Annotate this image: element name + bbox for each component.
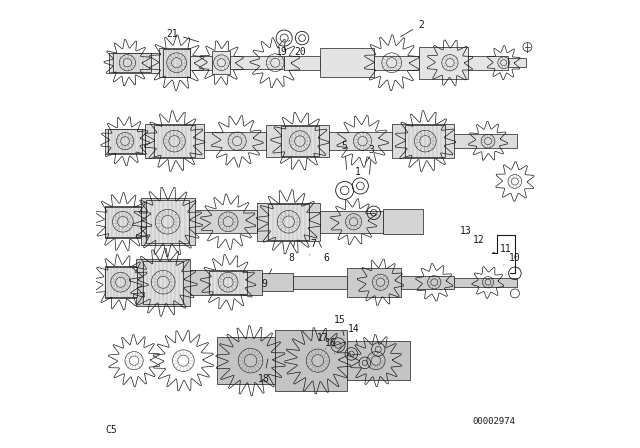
FancyBboxPatch shape <box>104 267 137 297</box>
FancyBboxPatch shape <box>217 337 275 384</box>
FancyBboxPatch shape <box>405 125 445 157</box>
FancyBboxPatch shape <box>329 132 392 150</box>
FancyBboxPatch shape <box>136 259 190 306</box>
Text: C5: C5 <box>105 425 116 435</box>
FancyBboxPatch shape <box>383 209 423 234</box>
Text: 5: 5 <box>342 141 348 170</box>
FancyBboxPatch shape <box>275 330 347 391</box>
FancyBboxPatch shape <box>159 48 190 77</box>
FancyBboxPatch shape <box>347 268 401 297</box>
FancyBboxPatch shape <box>284 56 320 70</box>
FancyBboxPatch shape <box>105 266 136 298</box>
FancyBboxPatch shape <box>145 124 204 158</box>
FancyBboxPatch shape <box>269 204 308 240</box>
FancyBboxPatch shape <box>320 48 374 77</box>
FancyBboxPatch shape <box>262 273 293 291</box>
Text: 3: 3 <box>369 145 374 174</box>
FancyBboxPatch shape <box>257 203 320 241</box>
FancyBboxPatch shape <box>230 56 284 69</box>
Text: 7: 7 <box>310 239 316 255</box>
FancyBboxPatch shape <box>147 200 189 243</box>
FancyBboxPatch shape <box>401 276 454 289</box>
Text: 1: 1 <box>355 157 370 177</box>
FancyBboxPatch shape <box>419 47 468 79</box>
FancyBboxPatch shape <box>109 53 159 73</box>
Text: 19: 19 <box>276 40 289 56</box>
FancyBboxPatch shape <box>190 56 212 70</box>
Text: 11: 11 <box>493 244 512 254</box>
FancyBboxPatch shape <box>204 132 266 150</box>
Text: 13: 13 <box>460 226 472 236</box>
FancyBboxPatch shape <box>454 278 517 287</box>
Text: 6: 6 <box>319 242 330 263</box>
Text: 2: 2 <box>401 20 424 37</box>
FancyBboxPatch shape <box>105 129 145 154</box>
FancyBboxPatch shape <box>141 198 195 245</box>
Text: 00002974: 00002974 <box>472 417 515 426</box>
FancyBboxPatch shape <box>104 207 141 237</box>
FancyBboxPatch shape <box>190 270 262 295</box>
Text: 16: 16 <box>325 338 337 353</box>
FancyBboxPatch shape <box>508 58 526 67</box>
FancyBboxPatch shape <box>293 276 347 289</box>
Text: 21: 21 <box>166 29 198 42</box>
Text: 15: 15 <box>334 315 346 336</box>
FancyBboxPatch shape <box>392 124 454 158</box>
Text: 17: 17 <box>316 333 328 349</box>
FancyBboxPatch shape <box>105 206 141 238</box>
FancyBboxPatch shape <box>212 51 230 74</box>
FancyBboxPatch shape <box>195 210 257 233</box>
Text: 18: 18 <box>258 359 270 383</box>
Text: 8: 8 <box>288 242 294 263</box>
FancyBboxPatch shape <box>347 341 410 380</box>
FancyBboxPatch shape <box>266 125 329 157</box>
FancyBboxPatch shape <box>320 211 383 233</box>
FancyBboxPatch shape <box>209 271 247 294</box>
FancyBboxPatch shape <box>374 56 419 70</box>
Text: 10: 10 <box>504 253 521 265</box>
FancyBboxPatch shape <box>113 53 151 72</box>
FancyBboxPatch shape <box>163 49 190 77</box>
Text: 20: 20 <box>294 41 306 56</box>
Text: 12: 12 <box>473 235 485 245</box>
FancyBboxPatch shape <box>281 126 319 156</box>
FancyBboxPatch shape <box>154 125 195 157</box>
Text: 9: 9 <box>261 269 272 289</box>
Text: 14: 14 <box>348 324 360 345</box>
FancyBboxPatch shape <box>143 261 183 304</box>
FancyBboxPatch shape <box>454 134 517 148</box>
FancyBboxPatch shape <box>108 129 142 153</box>
FancyBboxPatch shape <box>468 56 508 70</box>
